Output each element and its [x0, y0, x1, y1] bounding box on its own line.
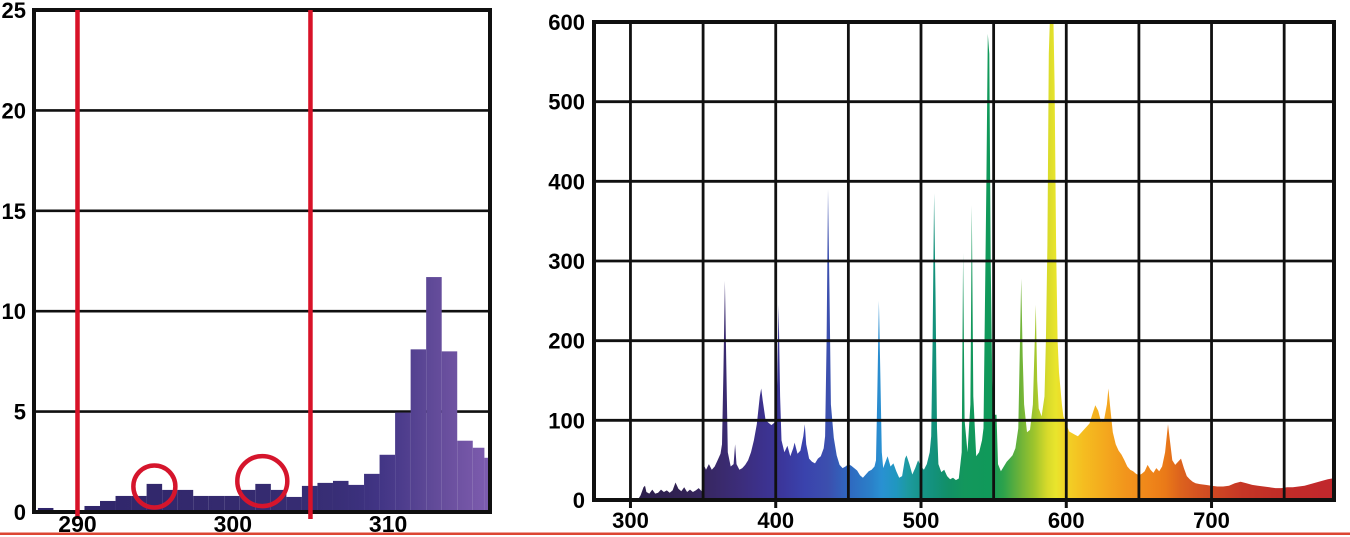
histogram-bar — [115, 495, 132, 512]
histogram-bar — [317, 482, 333, 512]
histogram-bar — [395, 412, 411, 512]
histogram-bar — [37, 507, 54, 512]
x-tick-label: 600 — [1048, 508, 1085, 533]
y-tick-label: 400 — [548, 169, 585, 194]
spectrum-plot-border — [592, 20, 1336, 502]
histogram-bar — [441, 351, 458, 512]
outlier-circle — [131, 463, 178, 510]
outlier-circle — [235, 453, 290, 509]
spectrum-y-axis-labels: 0 100 200 300 400 500 600 — [548, 10, 585, 513]
y-tick-label: 0 — [573, 488, 585, 513]
y-tick-label: 5 — [14, 400, 26, 425]
histogram-bar — [100, 500, 116, 512]
histogram-bar — [410, 349, 427, 512]
histogram-bar — [379, 454, 396, 512]
histogram-bar — [224, 495, 240, 512]
histogram-bar — [208, 495, 225, 512]
histogram-bar — [426, 277, 442, 512]
histogram-bar — [286, 496, 302, 512]
spectrum-x-axis-labels: 300 400 500 600 700 — [612, 508, 1230, 533]
hist-y-axis-labels: 0 5 10 15 20 25 — [2, 0, 26, 525]
spectrum-chart: 0 100 200 300 400 500 600 300 400 500 600 700 — [548, 10, 1336, 533]
spectrum-gridlines — [594, 22, 1334, 500]
histogram-bar — [348, 484, 365, 512]
spectrum-x-ticks — [628, 500, 1214, 508]
y-tick-label: 25 — [2, 0, 26, 23]
bottom-red-rule — [0, 532, 1350, 535]
hist-plot-border — [32, 8, 492, 514]
y-tick-label: 600 — [548, 10, 585, 35]
x-tick-label: 500 — [903, 508, 940, 533]
histogram-bar — [457, 440, 473, 512]
histogram-bar — [484, 457, 490, 512]
spectrum-area — [637, 22, 1334, 500]
y-tick-label: 0 — [14, 500, 26, 525]
x-tick-label: 700 — [1193, 508, 1230, 533]
histogram-bar — [84, 505, 101, 512]
histogram-bar — [472, 447, 485, 512]
y-tick-label: 300 — [548, 249, 585, 274]
histogram-bar — [193, 495, 209, 512]
histogram-bar — [177, 489, 194, 512]
histogram-bar — [364, 473, 380, 512]
y-tick-label: 200 — [548, 329, 585, 354]
y-tick-label: 500 — [548, 90, 585, 115]
x-tick-label: 400 — [757, 508, 794, 533]
histogram-bar — [332, 480, 349, 512]
x-tick-label: 300 — [612, 508, 649, 533]
y-tick-label: 100 — [548, 408, 585, 433]
histogram-bar — [131, 495, 147, 512]
y-tick-label: 15 — [2, 199, 26, 224]
y-tick-label: 10 — [2, 299, 26, 324]
y-tick-label: 20 — [2, 98, 26, 123]
